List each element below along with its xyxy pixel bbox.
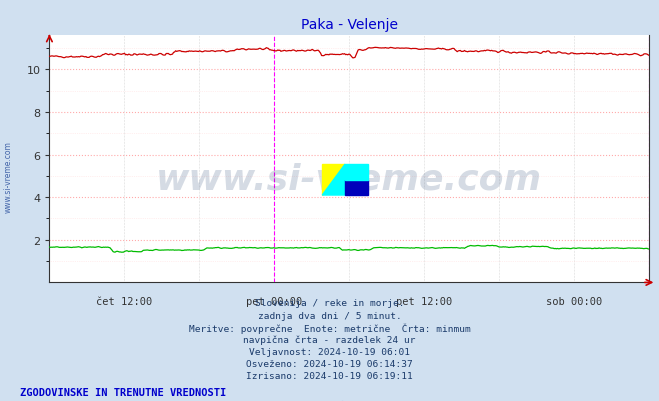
- Text: sedaj:: sedaj:: [20, 400, 57, 401]
- Polygon shape: [322, 165, 345, 196]
- Text: zadnja dva dni / 5 minut.: zadnja dva dni / 5 minut.: [258, 311, 401, 320]
- Polygon shape: [345, 181, 368, 196]
- Text: pet 00:00: pet 00:00: [246, 296, 302, 306]
- Text: Slovenija / reke in morje.: Slovenija / reke in morje.: [255, 299, 404, 308]
- Text: www.si-vreme.com: www.si-vreme.com: [4, 141, 13, 212]
- Text: maks.:: maks.:: [191, 400, 229, 401]
- Text: Izrisano: 2024-10-19 06:19:11: Izrisano: 2024-10-19 06:19:11: [246, 371, 413, 380]
- Text: povpr.:: povpr.:: [132, 400, 175, 401]
- Title: Paka - Velenje: Paka - Velenje: [301, 18, 398, 32]
- Text: Paka - Velenje: Paka - Velenje: [264, 400, 351, 401]
- Text: Meritve: povprečne  Enote: metrične  Črta: minmum: Meritve: povprečne Enote: metrične Črta:…: [188, 323, 471, 333]
- Text: navpična črta - razdelek 24 ur: navpična črta - razdelek 24 ur: [243, 335, 416, 344]
- Text: Osveženo: 2024-10-19 06:14:37: Osveženo: 2024-10-19 06:14:37: [246, 359, 413, 368]
- Text: min.:: min.:: [76, 400, 107, 401]
- Text: čet 12:00: čet 12:00: [96, 296, 152, 306]
- Text: Veljavnost: 2024-10-19 06:01: Veljavnost: 2024-10-19 06:01: [249, 347, 410, 356]
- Polygon shape: [345, 165, 368, 181]
- Text: sob 00:00: sob 00:00: [546, 296, 602, 306]
- Text: ZGODOVINSKE IN TRENUTNE VREDNOSTI: ZGODOVINSKE IN TRENUTNE VREDNOSTI: [20, 387, 226, 397]
- Polygon shape: [322, 165, 345, 196]
- Text: www.si-vreme.com: www.si-vreme.com: [156, 162, 542, 196]
- Text: pet 12:00: pet 12:00: [396, 296, 452, 306]
